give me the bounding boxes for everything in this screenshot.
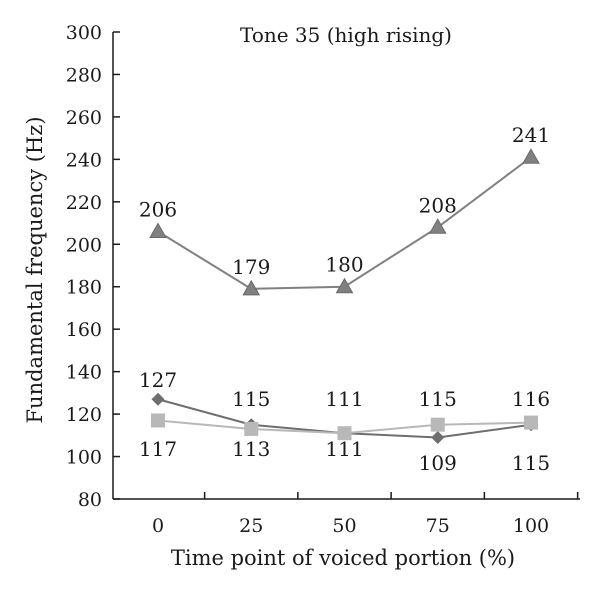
series-layer bbox=[149, 148, 540, 444]
data-label: 116 bbox=[512, 387, 550, 411]
x-tick-label: 50 bbox=[332, 515, 356, 537]
data-point-triangle bbox=[428, 218, 447, 234]
data-label: 117 bbox=[139, 437, 177, 461]
y-tick-label: 300 bbox=[66, 22, 102, 44]
data-point-triangle bbox=[149, 222, 167, 239]
data-label: 113 bbox=[232, 437, 270, 461]
data-point-triangle bbox=[522, 148, 540, 164]
data-label: 180 bbox=[325, 253, 363, 277]
series-triangle bbox=[149, 148, 540, 296]
x-tick-label: 0 bbox=[152, 515, 164, 537]
data-point-diamond bbox=[431, 430, 445, 444]
data-point-square bbox=[337, 426, 352, 441]
x-tick-label: 75 bbox=[426, 515, 450, 537]
y-tick-label: 80 bbox=[78, 489, 102, 511]
data-point-square bbox=[244, 421, 259, 436]
y-tick-label: 220 bbox=[66, 192, 102, 214]
y-tick-label: 280 bbox=[66, 64, 102, 86]
chart-title: Tone 35 (high rising) bbox=[240, 23, 452, 47]
data-point-square bbox=[430, 417, 445, 432]
y-tick-label: 100 bbox=[66, 447, 102, 469]
y-tick-label: 200 bbox=[66, 234, 102, 256]
data-labels: 206 179 180 208 241 127 115 111 109 115 117 113 111 1… bbox=[139, 123, 550, 475]
y-tick-label: 260 bbox=[66, 107, 102, 129]
data-point-diamond bbox=[151, 392, 165, 406]
data-label: 115 bbox=[419, 387, 457, 411]
data-label: 111 bbox=[325, 387, 363, 411]
y-tick-label: 140 bbox=[66, 362, 102, 384]
y-tick-label: 180 bbox=[66, 277, 102, 299]
data-label: 111 bbox=[325, 437, 363, 461]
y-ticks: 80 100 120 140 160 180 200 220 240 260 280 300 bbox=[66, 22, 120, 511]
data-point-square bbox=[524, 415, 538, 430]
series-square bbox=[151, 413, 538, 441]
data-point-triangle bbox=[242, 279, 261, 296]
data-label: 241 bbox=[512, 123, 550, 147]
x-tick-label: 25 bbox=[239, 515, 263, 537]
x-axis-title: Time point of voiced portion (%) bbox=[171, 546, 515, 570]
x-tick-label: 100 bbox=[513, 515, 549, 537]
data-label: 208 bbox=[419, 193, 457, 217]
y-tick-label: 240 bbox=[66, 149, 102, 171]
data-label: 179 bbox=[232, 255, 270, 279]
data-label: 115 bbox=[232, 387, 270, 411]
x-ticks: 0 25 50 75 100 bbox=[152, 492, 579, 537]
y-tick-label: 120 bbox=[66, 404, 102, 426]
data-label: 206 bbox=[139, 198, 177, 222]
data-point-square bbox=[151, 413, 165, 428]
y-tick-label: 160 bbox=[66, 319, 102, 341]
data-point-triangle bbox=[335, 277, 354, 294]
axes: 80 100 120 140 160 180 200 220 240 260 280 300 0 25 5… bbox=[66, 22, 580, 537]
data-label: 127 bbox=[139, 368, 177, 392]
data-label: 109 bbox=[419, 451, 457, 475]
y-axis-title: Fundamental frequency (Hz) bbox=[23, 116, 47, 423]
data-label: 115 bbox=[512, 451, 550, 475]
